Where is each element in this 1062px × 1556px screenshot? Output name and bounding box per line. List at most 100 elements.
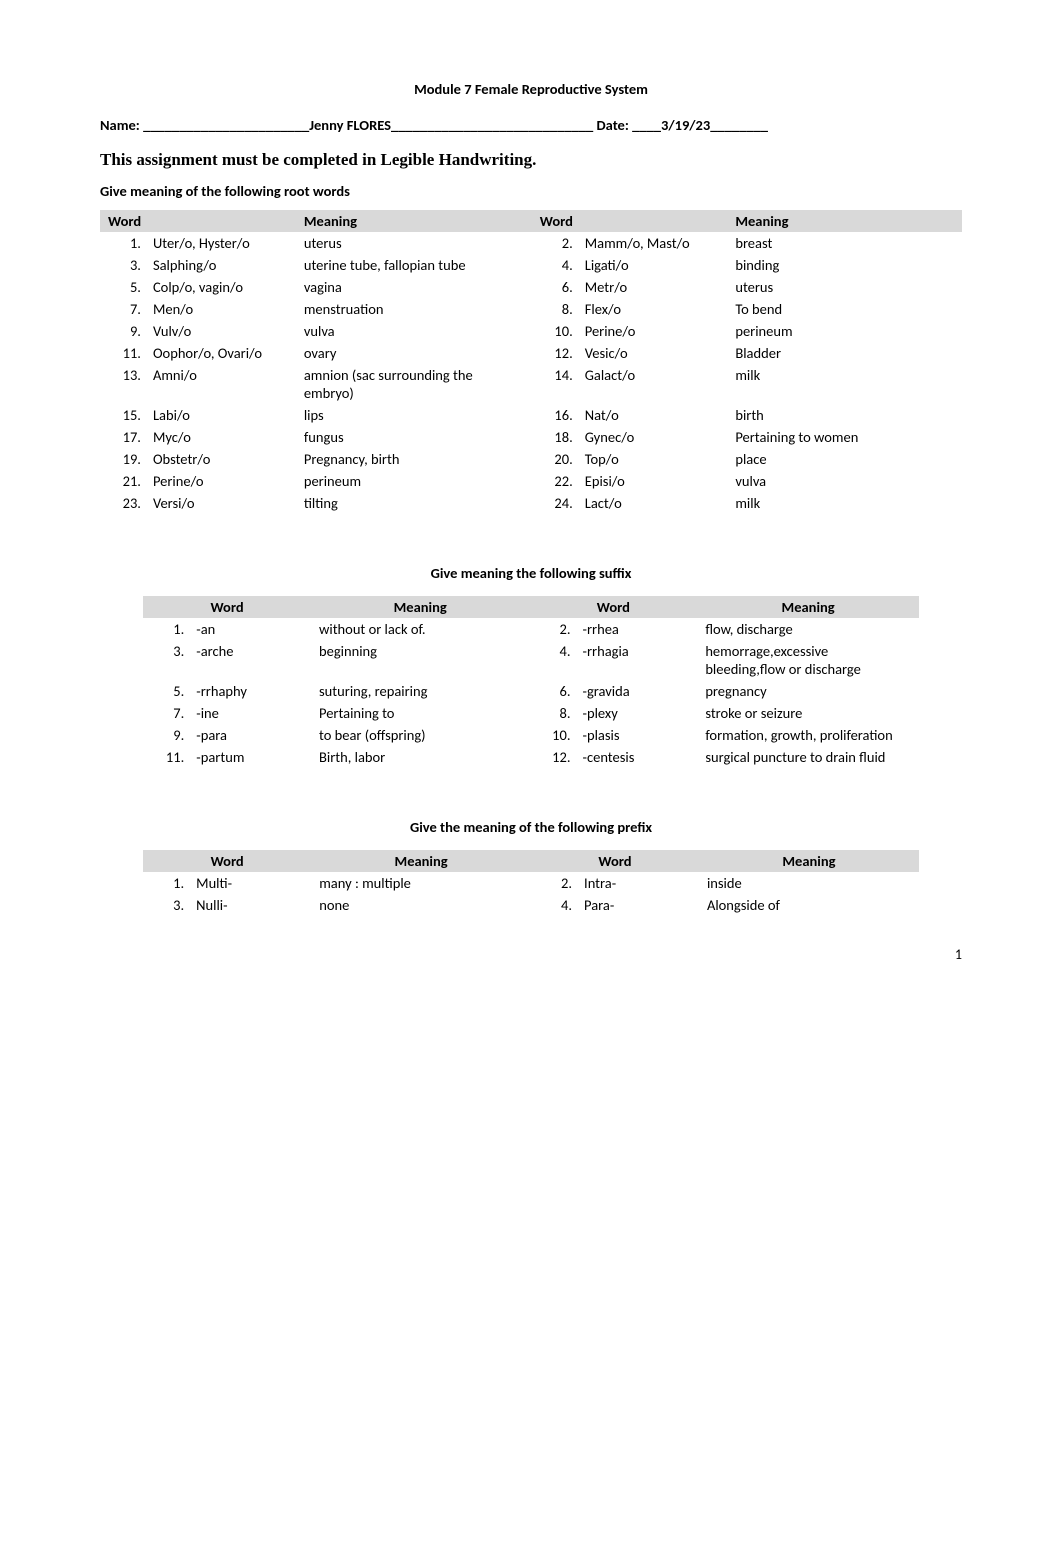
word-cell: -rrhaphy xyxy=(188,680,311,702)
meaning-cell: vulva xyxy=(727,470,962,492)
row-number: 17. xyxy=(100,426,145,448)
meaning-cell: vagina xyxy=(296,276,532,298)
word-cell: -rrhagia xyxy=(575,640,698,680)
name-value: Jenny FLORES xyxy=(309,116,391,134)
meaning-cell: to bear (offspring) xyxy=(311,724,529,746)
meaning-cell: beginning xyxy=(311,640,529,680)
col-meaning: Meaning xyxy=(311,596,529,618)
row-number: 2. xyxy=(532,232,577,254)
row-number: 10. xyxy=(529,724,574,746)
word-cell: Myc/o xyxy=(145,426,296,448)
row-number: 2. xyxy=(531,872,576,894)
date-label: Date: xyxy=(597,116,633,134)
row-number: 13. xyxy=(100,364,145,404)
col-word2: Word xyxy=(531,850,699,872)
meaning-cell: Alongside of xyxy=(699,894,919,916)
meaning-cell: milk xyxy=(727,492,962,514)
root-words-heading: Give meaning of the following root words xyxy=(100,182,962,200)
word-cell: -ine xyxy=(188,702,311,724)
row-number: 9. xyxy=(143,724,188,746)
prefix-heading: Give the meaning of the following prefix xyxy=(100,818,962,836)
table-row: 1.-anwithout or lack of.2.-rrheaflow, di… xyxy=(143,618,919,640)
word-cell: Metr/o xyxy=(577,276,728,298)
table-row: 1.Uter/o, Hyster/outerus2.Mamm/o, Mast/o… xyxy=(100,232,962,254)
col-word: Word xyxy=(143,850,311,872)
table-row: 23.Versi/otilting24.Lact/omilk xyxy=(100,492,962,514)
table-row: 5.-rrhaphysuturing, repairing6.-gravidap… xyxy=(143,680,919,702)
table-row: 9.-parato bear (offspring)10.-plasisform… xyxy=(143,724,919,746)
table-header-row: Word Meaning Word Meaning xyxy=(143,850,919,872)
meaning-cell: To bend xyxy=(727,298,962,320)
row-number: 14. xyxy=(532,364,577,404)
word-cell: Perine/o xyxy=(577,320,728,342)
row-number: 15. xyxy=(100,404,145,426)
row-number: 8. xyxy=(529,702,574,724)
meaning-cell: Birth, labor xyxy=(311,746,529,768)
name-label: Name: xyxy=(100,116,143,134)
row-number: 3. xyxy=(100,254,145,276)
meaning-cell: binding xyxy=(727,254,962,276)
meaning-cell: place xyxy=(727,448,962,470)
meaning-cell: birth xyxy=(727,404,962,426)
meaning-cell: many : multiple xyxy=(311,872,531,894)
word-cell: Nulli- xyxy=(188,894,311,916)
table-row: 5.Colp/o, vagin/ovagina6.Metr/outerus xyxy=(100,276,962,298)
row-number: 3. xyxy=(143,894,188,916)
meaning-cell: Pertaining to women xyxy=(727,426,962,448)
row-number: 1. xyxy=(143,618,188,640)
word-cell: Vesic/o xyxy=(577,342,728,364)
meaning-cell: flow, discharge xyxy=(697,618,919,640)
word-cell: -centesis xyxy=(575,746,698,768)
word-cell: Top/o xyxy=(577,448,728,470)
meaning-cell: breast xyxy=(727,232,962,254)
col-meaning2: Meaning xyxy=(727,210,962,232)
row-number: 6. xyxy=(529,680,574,702)
meaning-cell: uterus xyxy=(296,232,532,254)
word-cell: Men/o xyxy=(145,298,296,320)
table-header-row: Word Meaning Word Meaning xyxy=(143,596,919,618)
word-cell: Perine/o xyxy=(145,470,296,492)
word-cell: Colp/o, vagin/o xyxy=(145,276,296,298)
meaning-cell: Bladder xyxy=(727,342,962,364)
table-row: 3.Salphing/outerine tube, fallopian tube… xyxy=(100,254,962,276)
table-row: 13.Amni/oamnion (sac surrounding the emb… xyxy=(100,364,962,404)
meaning-cell: Pertaining to xyxy=(311,702,529,724)
table-row: 3.Nulli-none4.Para-Alongside of xyxy=(143,894,919,916)
col-meaning2: Meaning xyxy=(699,850,919,872)
word-cell: Oophor/o, Ovari/o xyxy=(145,342,296,364)
row-number: 9. xyxy=(100,320,145,342)
word-cell: Gynec/o xyxy=(577,426,728,448)
meaning-cell: perineum xyxy=(296,470,532,492)
row-number: 23. xyxy=(100,492,145,514)
page-number: 1 xyxy=(100,946,962,963)
meaning-cell: formation, growth, proliferation xyxy=(697,724,919,746)
row-number: 4. xyxy=(529,640,574,680)
table-row: 7.Men/omenstruation8.Flex/oTo bend xyxy=(100,298,962,320)
name-date-line: Name: _______________________Jenny FLORE… xyxy=(100,116,962,134)
word-cell: -an xyxy=(188,618,311,640)
table-row: 17.Myc/ofungus18.Gynec/oPertaining to wo… xyxy=(100,426,962,448)
row-number: 1. xyxy=(143,872,188,894)
word-cell: Vulv/o xyxy=(145,320,296,342)
table-row: 11.Oophor/o, Ovari/oovary12.Vesic/oBladd… xyxy=(100,342,962,364)
date-value: 3/19/23 xyxy=(661,116,710,134)
meaning-cell: fungus xyxy=(296,426,532,448)
word-cell: -arche xyxy=(188,640,311,680)
col-meaning: Meaning xyxy=(311,850,531,872)
assignment-note: This assignment must be completed in Leg… xyxy=(100,150,962,170)
meaning-cell: vulva xyxy=(296,320,532,342)
meaning-cell: amnion (sac surrounding the embryo) xyxy=(296,364,532,404)
date-blank-suffix: ________ xyxy=(710,116,768,134)
row-number: 22. xyxy=(532,470,577,492)
prefix-table: Word Meaning Word Meaning 1.Multi-many :… xyxy=(143,850,919,916)
table-row: 9.Vulv/ovulva10.Perine/operineum xyxy=(100,320,962,342)
row-number: 12. xyxy=(532,342,577,364)
meaning-cell: ovary xyxy=(296,342,532,364)
meaning-cell: none xyxy=(311,894,531,916)
row-number: 2. xyxy=(529,618,574,640)
module-title: Module 7 Female Reproductive System xyxy=(100,80,962,98)
meaning-cell: milk xyxy=(727,364,962,404)
meaning-cell: uterine tube, fallopian tube xyxy=(296,254,532,276)
table-row: 21.Perine/operineum22.Episi/ovulva xyxy=(100,470,962,492)
row-number: 10. xyxy=(532,320,577,342)
